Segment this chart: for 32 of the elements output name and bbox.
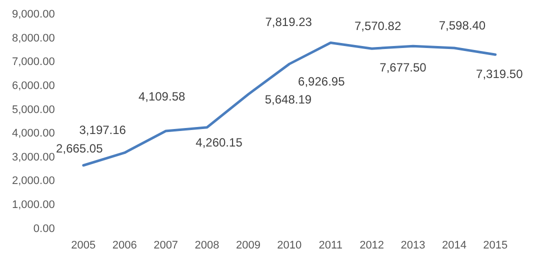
data-label: 5,648.19 [264, 92, 312, 107]
data-label: 7,819.23 [265, 15, 312, 30]
data-label: 2,665.05 [56, 142, 104, 156]
y-tick-label: 4,000.00 [12, 128, 55, 140]
x-tick-label: 2012 [360, 239, 384, 252]
x-tick-label: 2015 [483, 239, 508, 252]
x-tick-label: 2005 [71, 239, 96, 252]
y-tick-label: 7,000.00 [12, 56, 55, 68]
data-label: 7,319.50 [476, 66, 524, 81]
x-tick-label: 2009 [236, 239, 260, 252]
x-tick-label: 2010 [277, 239, 302, 252]
data-label: 4,260.15 [196, 136, 243, 150]
x-tick-label: 2014 [442, 239, 466, 252]
x-tick-label: 2006 [112, 239, 137, 252]
x-tick-label: 2011 [318, 239, 342, 252]
data-label: 4,109.58 [138, 89, 186, 104]
x-tick-label: 2007 [154, 239, 178, 252]
y-tick-label: 2,000.00 [12, 175, 55, 188]
data-label: 3,197.16 [79, 123, 126, 138]
data-label: 7,570.82 [354, 18, 402, 33]
y-tick-label: 6,000.00 [12, 80, 55, 92]
y-tick-label: 8,000.00 [12, 32, 55, 44]
x-tick-label: 2008 [194, 239, 220, 252]
y-tick-label: 1,000.00 [12, 199, 55, 212]
y-tick-label: 5,000.00 [12, 104, 55, 116]
data-label: 7,677.50 [380, 60, 427, 74]
y-tick-label: 9,000.00 [12, 8, 55, 21]
data-label: 7,598.40 [438, 18, 486, 32]
x-tick-label: 2013 [400, 239, 426, 252]
data-label: 6,926.95 [298, 74, 346, 88]
y-tick-label: 0.00 [33, 222, 55, 235]
y-tick-label: 3,000.00 [12, 151, 55, 164]
